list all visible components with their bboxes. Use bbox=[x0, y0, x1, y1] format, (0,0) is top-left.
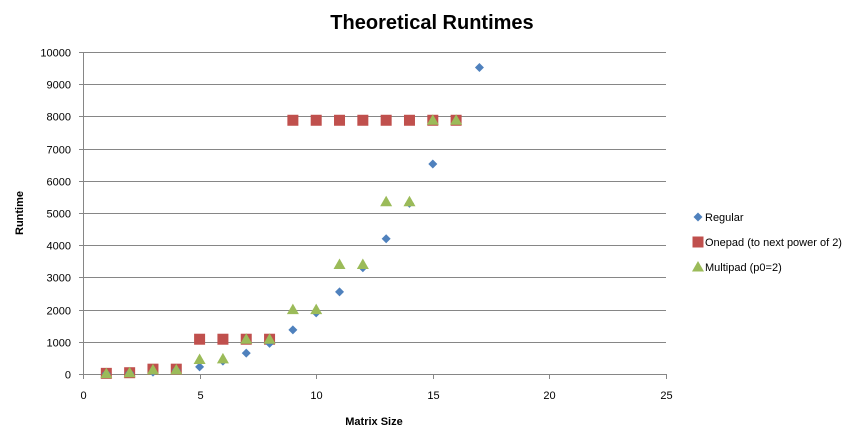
data-point bbox=[426, 114, 439, 125]
y-axis-ticks: 0 1000 2000 3000 4000 5000 6000 7000 8000 9000 100… bbox=[40, 48, 71, 382]
data-point bbox=[310, 114, 322, 126]
legend-label: Regular bbox=[705, 212, 744, 224]
y-tick-label: 2000 bbox=[47, 306, 71, 318]
data-point bbox=[193, 353, 206, 365]
legend-marker bbox=[693, 212, 703, 222]
data-point bbox=[357, 114, 369, 126]
data-point bbox=[123, 366, 136, 378]
data-series bbox=[100, 62, 484, 379]
x-tick-label: 10 bbox=[310, 390, 322, 402]
data-point bbox=[356, 258, 369, 270]
data-point bbox=[335, 287, 345, 297]
y-tick-label: 5000 bbox=[47, 209, 71, 221]
data-point bbox=[334, 114, 346, 126]
y-tick-label: 4000 bbox=[47, 241, 71, 253]
series-regular bbox=[101, 62, 484, 379]
data-point bbox=[333, 258, 346, 270]
y-tick-label: 7000 bbox=[47, 145, 71, 157]
y-tick-label: 10000 bbox=[40, 48, 71, 60]
x-tick-label: 15 bbox=[427, 390, 439, 402]
legend-label: Multipad (p0=2) bbox=[705, 262, 782, 274]
data-point bbox=[286, 303, 299, 315]
data-point bbox=[217, 333, 229, 345]
x-tick-label: 20 bbox=[543, 390, 555, 402]
data-point bbox=[146, 363, 159, 375]
data-point bbox=[216, 352, 229, 364]
y-tick-label: 6000 bbox=[47, 177, 71, 189]
legend: Regular Onepad (to next power of 2) Multip… bbox=[692, 212, 842, 274]
y-tick-label: 1000 bbox=[47, 338, 71, 350]
data-point bbox=[450, 114, 463, 125]
y-tick-label: 8000 bbox=[47, 112, 71, 124]
x-tick-label: 5 bbox=[197, 390, 203, 402]
y-tick-label: 9000 bbox=[47, 80, 71, 92]
data-point bbox=[381, 234, 391, 244]
x-tick-label: 25 bbox=[660, 390, 672, 402]
y-axis-title: Runtime bbox=[14, 191, 26, 235]
axes bbox=[79, 52, 667, 379]
data-point bbox=[380, 114, 392, 126]
data-point bbox=[403, 195, 416, 207]
legend-label: Onepad (to next power of 2) bbox=[705, 237, 842, 249]
x-axis-ticks: 0 5 10 15 20 25 bbox=[80, 390, 672, 402]
x-axis-title: Matrix Size bbox=[345, 416, 402, 428]
data-point bbox=[263, 333, 276, 344]
data-point bbox=[380, 195, 393, 207]
data-point bbox=[474, 62, 484, 72]
data-point bbox=[194, 333, 206, 345]
data-point bbox=[403, 114, 415, 126]
data-point bbox=[288, 325, 298, 335]
legend-marker bbox=[692, 236, 704, 248]
series-multipad bbox=[100, 114, 463, 379]
legend-marker bbox=[692, 261, 704, 272]
data-point bbox=[240, 333, 253, 344]
data-point bbox=[428, 159, 438, 169]
data-point bbox=[100, 367, 113, 379]
gridlines bbox=[83, 52, 666, 343]
data-point bbox=[195, 362, 205, 372]
series-onepad bbox=[100, 114, 462, 379]
chart-title: Theoretical Runtimes bbox=[330, 12, 533, 34]
y-tick-label: 3000 bbox=[47, 273, 71, 285]
data-point bbox=[170, 363, 183, 375]
data-point bbox=[310, 303, 323, 315]
x-tick-label: 0 bbox=[80, 390, 86, 402]
data-point bbox=[241, 348, 251, 358]
data-point bbox=[287, 114, 299, 126]
y-tick-label: 0 bbox=[65, 370, 71, 382]
